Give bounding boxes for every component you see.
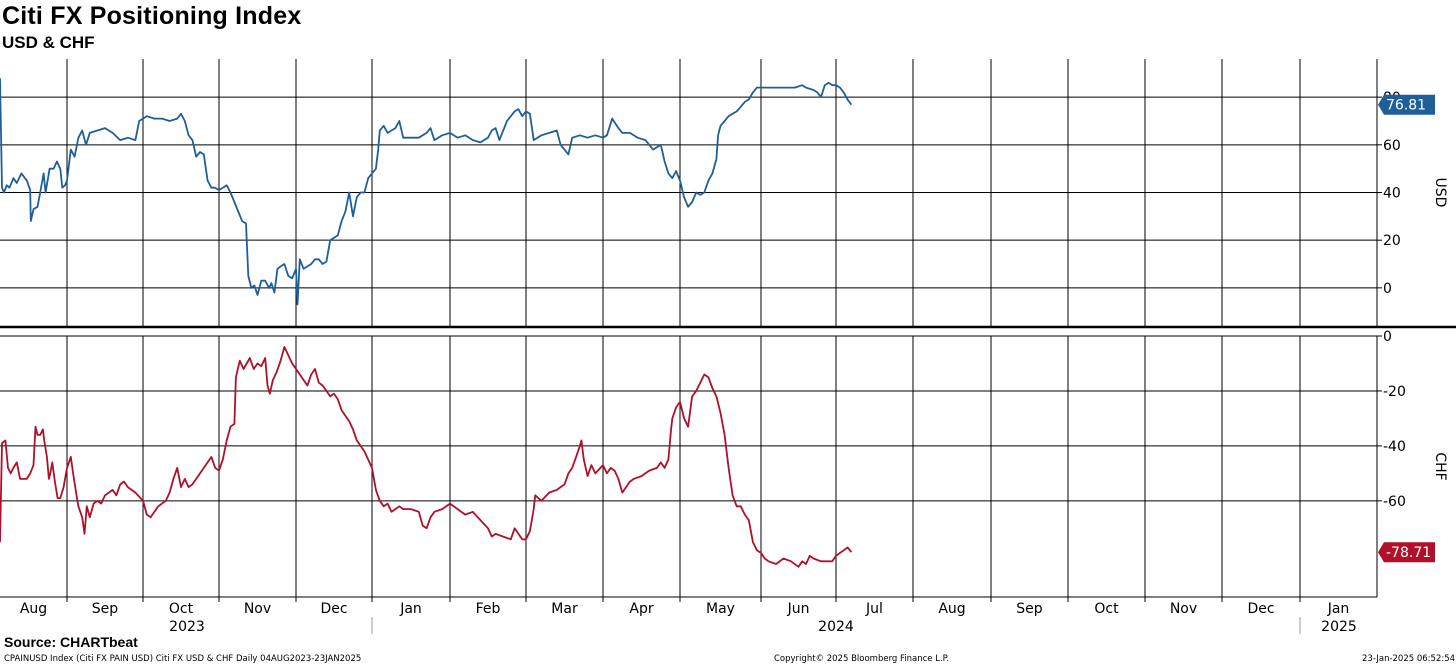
- last-value-flag: [1378, 94, 1435, 115]
- x-tick-label: Nov: [244, 601, 271, 617]
- axis-labels: 020406080USD76.810-20-40-60CHF-78.71AugS…: [20, 90, 1448, 635]
- footer-copyright: Copyright© 2025 Bloomberg Finance L.P.: [774, 654, 950, 664]
- y-axis-label: CHF: [1432, 452, 1448, 480]
- axes: [0, 59, 1456, 634]
- x-tick-label: Dec: [1247, 601, 1274, 617]
- x-tick-label: Sep: [1016, 601, 1043, 617]
- source-note: Source: CHARTbeat: [4, 634, 138, 650]
- x-tick-label: Nov: [1170, 601, 1197, 617]
- y-tick-label: 0: [1383, 329, 1392, 345]
- x-tick-label: Jan: [399, 601, 422, 617]
- x-tick-label: Aug: [20, 601, 47, 617]
- x-tick-label: May: [706, 601, 735, 617]
- y-tick-label: 0: [1383, 281, 1392, 297]
- x-tick-label: Oct: [169, 601, 194, 617]
- y-tick-label: -40: [1383, 439, 1406, 455]
- grid-bottom: [0, 335, 1377, 597]
- last-value-flag: [1378, 542, 1435, 563]
- series-line-usd: [0, 78, 853, 306]
- y-tick-label: -20: [1383, 384, 1406, 400]
- y-tick-label: 60: [1383, 138, 1401, 154]
- x-tick-label: Aug: [938, 601, 965, 617]
- y-axis-label: USD: [1432, 178, 1448, 208]
- x-tick-label: Jan: [1327, 601, 1350, 617]
- page-subtitle: USD & CHF: [2, 33, 95, 52]
- x-tick-label: Jun: [787, 601, 810, 617]
- last-value-label: 76.81: [1386, 98, 1426, 114]
- grid-top: [0, 59, 1377, 326]
- y-tick-label: -60: [1383, 494, 1406, 510]
- x-year-label: 2025: [1321, 619, 1357, 635]
- footer-ticker: CPAINUSD Index (Citi FX PAIN USD) Citi F…: [4, 654, 362, 664]
- series-layer: [0, 78, 853, 568]
- x-tick-label: Dec: [320, 601, 347, 617]
- series-line-chf: [0, 346, 853, 568]
- x-tick-label: Oct: [1094, 601, 1119, 617]
- page-title: Citi FX Positioning Index: [2, 2, 302, 30]
- y-tick-label: 40: [1383, 186, 1401, 202]
- x-tick-label: Jul: [865, 601, 883, 617]
- x-tick-label: Sep: [92, 601, 119, 617]
- x-year-label: 2024: [818, 619, 854, 635]
- x-tick-label: Apr: [629, 601, 653, 617]
- last-value-label: -78.71: [1386, 545, 1431, 561]
- x-year-label: 2023: [169, 619, 205, 635]
- x-tick-label: Feb: [476, 601, 501, 617]
- x-tick-label: Mar: [551, 601, 578, 617]
- footer-timestamp: 23-Jan-2025 06:52:54: [1362, 654, 1456, 664]
- y-tick-label: 20: [1383, 233, 1401, 249]
